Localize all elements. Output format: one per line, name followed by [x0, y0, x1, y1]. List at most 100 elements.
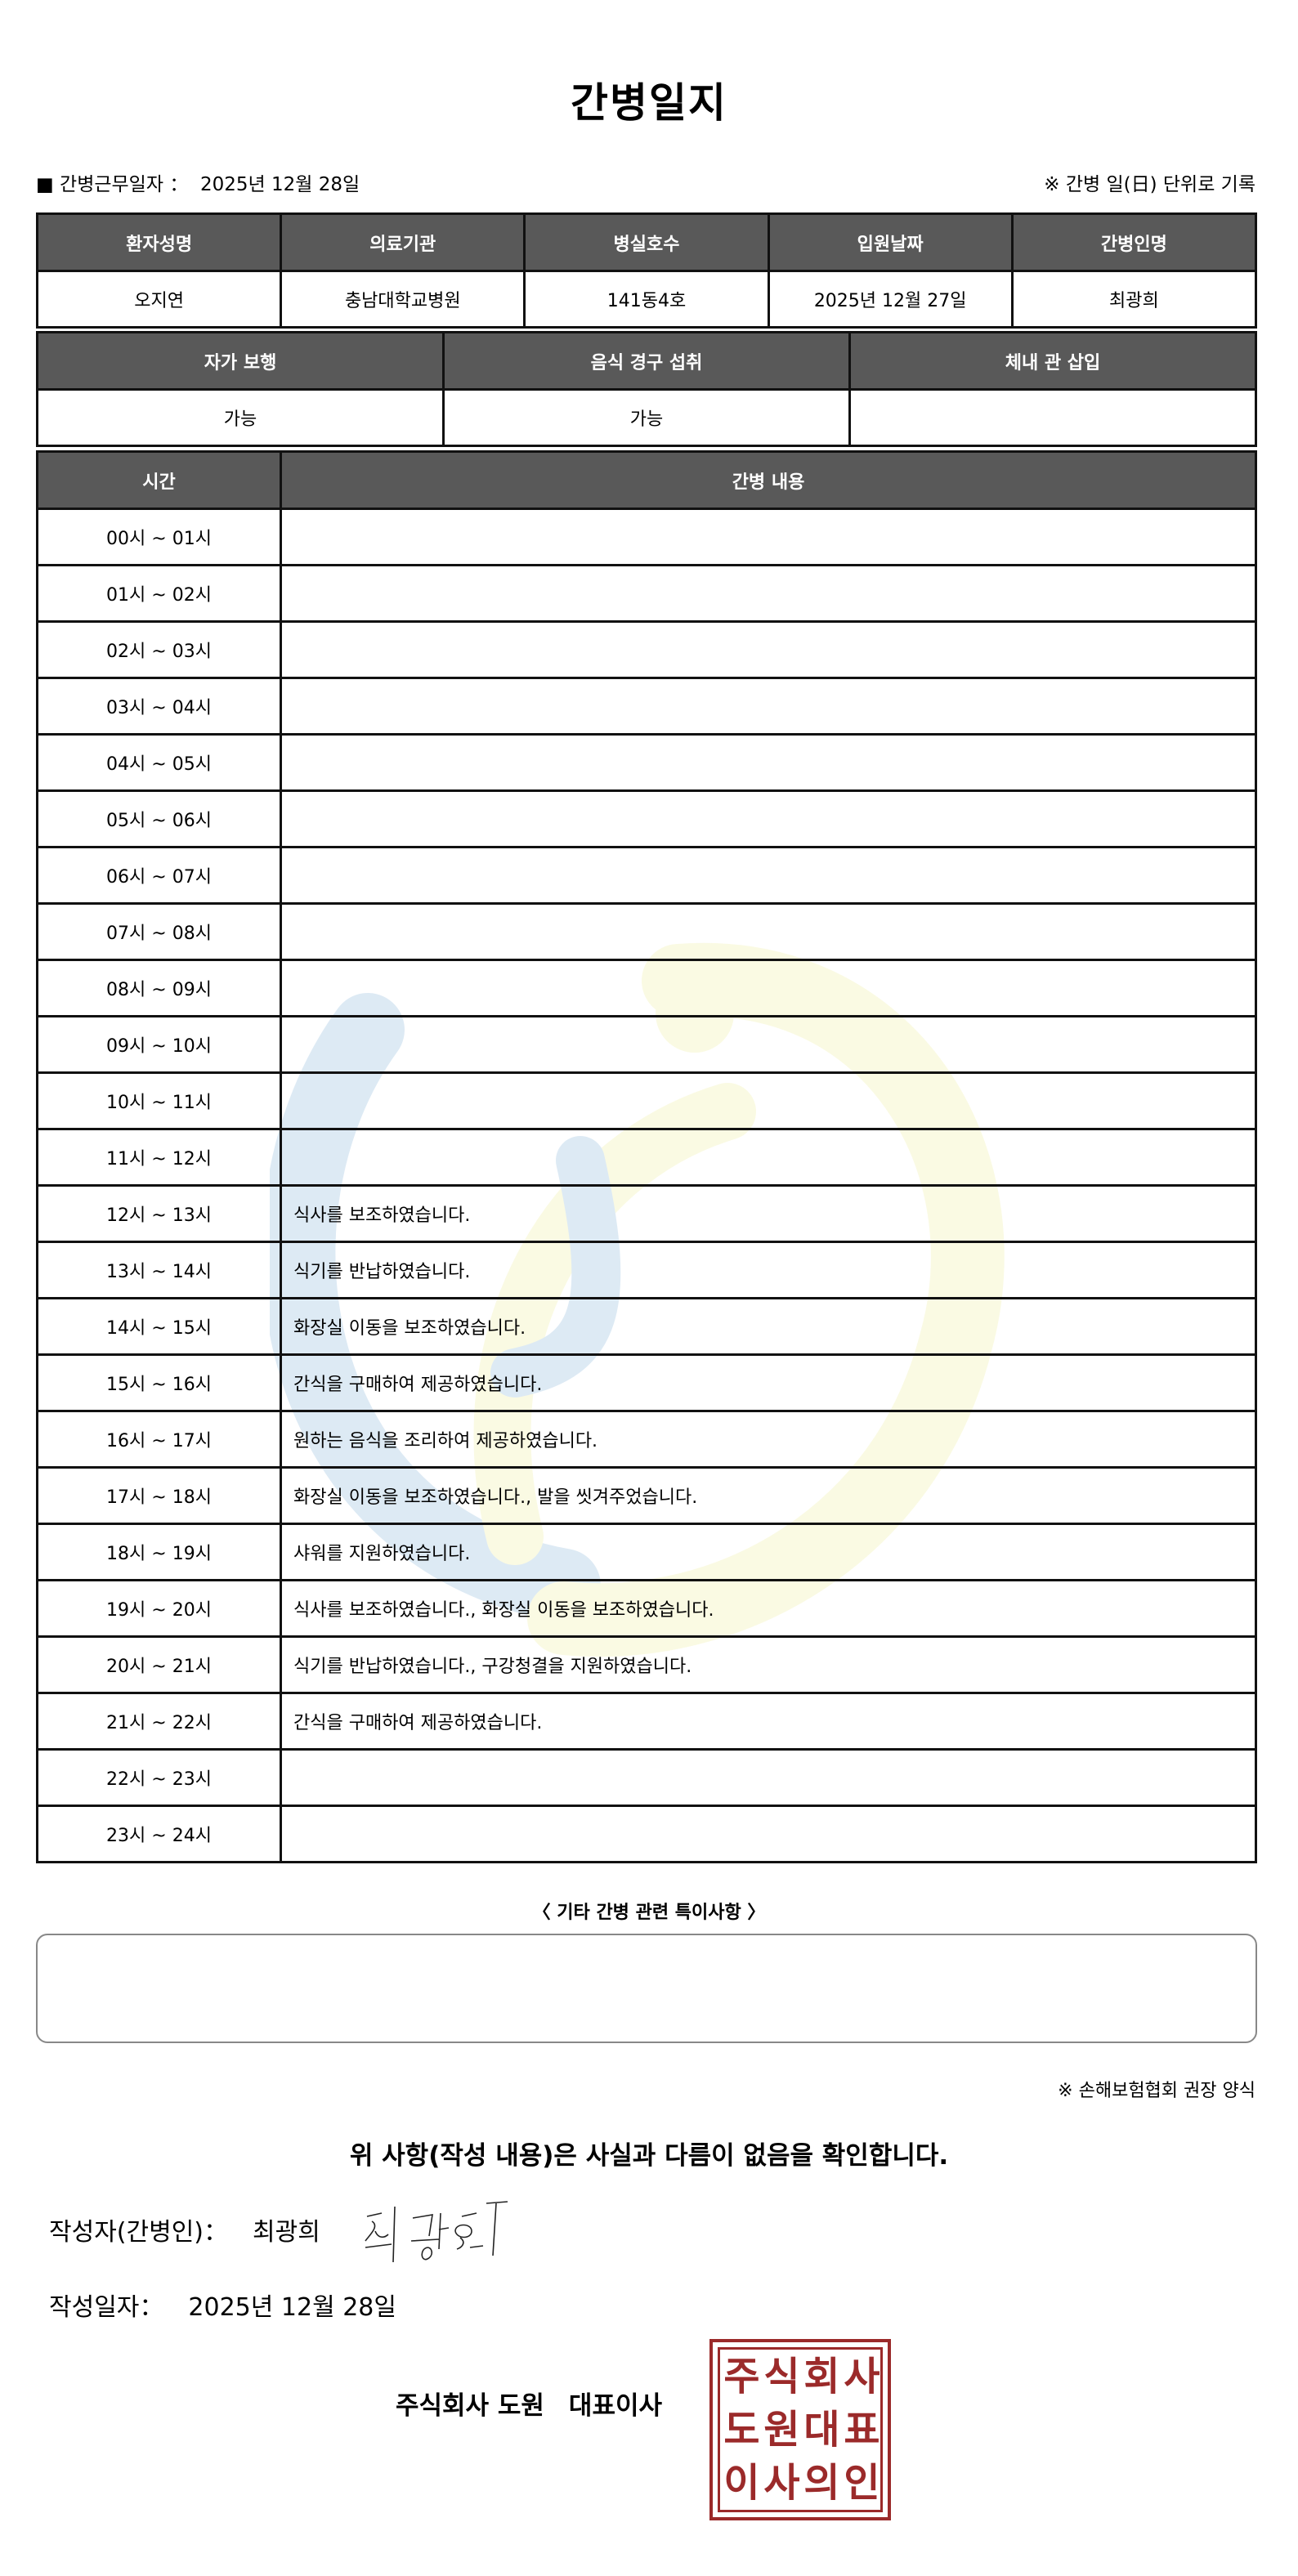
table-row: 06시 ~ 07시	[36, 846, 1257, 905]
table-row: 16시 ~ 17시 원하는 음식을 조리하여 제공하였습니다.	[36, 1410, 1257, 1469]
writer-label: 작성자(간병인)：	[49, 2218, 229, 2247]
content-cell: 화장실 이동을 보조하였습니다.	[280, 1297, 1257, 1356]
association-note: ※ 손해보험협회 권장 양식	[1058, 2081, 1255, 2101]
table-row: 10시 ~ 11시	[36, 1071, 1257, 1130]
notes-box	[36, 1934, 1257, 2043]
seal-character: 사	[844, 2353, 880, 2399]
header-admission-date: 입원날짜	[767, 212, 1014, 272]
written-date-line: 작성일자： 2025년 12월 28일	[49, 2287, 396, 2323]
content-cell: 샤워를 지원하였습니다.	[280, 1523, 1257, 1581]
content-cell	[280, 902, 1257, 961]
time-cell: 12시 ~ 13시	[36, 1184, 282, 1243]
table-row: 12시 ~ 13시 식사를 보조하였습니다.	[36, 1184, 1257, 1243]
table-row: 02시 ~ 03시	[36, 620, 1257, 679]
time-cell: 17시 ~ 18시	[36, 1466, 282, 1525]
content-cell: 원하는 음식을 조리하여 제공하였습니다.	[280, 1410, 1257, 1469]
table-row: 15시 ~ 16시 간식을 구매하여 제공하였습니다.	[36, 1353, 1257, 1412]
handwritten-signature	[365, 2201, 508, 2263]
header-time: 시간	[36, 450, 282, 510]
content-cell	[280, 789, 1257, 848]
time-cell: 22시 ~ 23시	[36, 1748, 282, 1807]
table-row: 21시 ~ 22시 간식을 구매하여 제공하였습니다.	[36, 1692, 1257, 1751]
table-row: 14시 ~ 15시 화장실 이동을 보조하였습니다.	[36, 1297, 1257, 1356]
written-date-label: 작성일자：	[49, 2293, 164, 2322]
table-row: 13시 ~ 14시 식기를 반납하였습니다.	[36, 1241, 1257, 1299]
notes-title: 〈 기타 간병 관련 특이사항 〉	[532, 1903, 766, 1923]
work-date-value: 2025년 12월 28일	[199, 174, 360, 195]
content-cell	[280, 846, 1257, 905]
time-cell: 23시 ~ 24시	[36, 1805, 282, 1863]
header-room: 병실호수	[523, 212, 770, 272]
time-cell: 16시 ~ 17시	[36, 1410, 282, 1469]
header-patient-name: 환자성명	[35, 212, 283, 272]
content-cell	[280, 959, 1257, 1017]
work-date-line: ■ 간병근무일자 ： 2025년 12월 28일	[36, 168, 360, 196]
time-cell: 02시 ~ 03시	[36, 620, 282, 679]
time-cell: 15시 ~ 16시	[36, 1353, 282, 1412]
seal-character: 원	[763, 2406, 799, 2453]
table-row: 17시 ~ 18시 화장실 이동을 보조하였습니다., 발을 씻겨주었습니다.	[36, 1466, 1257, 1525]
patient-status-table: 자가 보행 음식 경구 섭취 체내 관 삽입 가능 가능	[36, 331, 1257, 447]
content-cell: 식사를 보조하였습니다., 화장실 이동을 보조하였습니다.	[280, 1579, 1257, 1638]
content-cell: 식기를 반납하였습니다.	[280, 1241, 1257, 1299]
work-date-label: ■ 간병근무일자 ：	[36, 174, 189, 195]
table-row: 08시 ~ 09시	[36, 959, 1257, 1017]
time-cell: 10시 ~ 11시	[36, 1071, 282, 1130]
oral-intake-value: 가능	[442, 388, 851, 447]
content-cell: 간식을 구매하여 제공하였습니다.	[280, 1692, 1257, 1751]
time-cell: 06시 ~ 07시	[36, 846, 282, 905]
unit-note: ※ 간병 일(日) 단위로 기록	[1044, 174, 1255, 195]
time-cell: 07시 ~ 08시	[36, 902, 282, 961]
time-cell: 13시 ~ 14시	[36, 1241, 282, 1299]
time-cell: 04시 ~ 05시	[36, 733, 282, 792]
page-title: 간병일지	[571, 79, 727, 127]
walking-value: 가능	[36, 388, 445, 447]
table-row: 09시 ~ 10시	[36, 1015, 1257, 1074]
content-cell: 간식을 구매하여 제공하였습니다.	[280, 1353, 1257, 1412]
content-cell	[280, 677, 1257, 736]
seal-character: 의	[803, 2460, 839, 2507]
table-row: 07시 ~ 08시	[36, 902, 1257, 961]
table-row: 22시 ~ 23시	[36, 1748, 1257, 1807]
content-cell: 화장실 이동을 보조하였습니다., 발을 씻겨주었습니다.	[280, 1466, 1257, 1525]
confirmation-statement: 위 사항(작성 내용)은 사실과 다름이 없음을 확인합니다.	[349, 2141, 949, 2171]
seal-character: 이	[723, 2460, 759, 2507]
header-walking: 자가 보행	[36, 331, 445, 391]
content-cell	[280, 1748, 1257, 1807]
table-row: 11시 ~ 12시	[36, 1128, 1257, 1187]
header-content: 간병 내용	[280, 450, 1257, 510]
writer-line: 작성자(간병인)： 최광희	[49, 2212, 320, 2247]
seal-character: 인	[844, 2460, 880, 2507]
company-title: 대표이사	[568, 2391, 663, 2421]
seal-character: 사	[763, 2460, 799, 2507]
table-row: 19시 ~ 20시 식사를 보조하였습니다., 화장실 이동을 보조하였습니다.	[36, 1579, 1257, 1638]
written-date-value: 2025년 12월 28일	[188, 2293, 396, 2322]
content-cell	[280, 564, 1257, 623]
table-row: 01시 ~ 02시	[36, 564, 1257, 623]
seal-character: 도	[723, 2406, 759, 2453]
content-cell	[280, 1805, 1257, 1863]
seal-character: 식	[763, 2353, 799, 2399]
table-row: 18시 ~ 19시 샤워를 지원하였습니다.	[36, 1523, 1257, 1581]
content-cell	[280, 1015, 1257, 1074]
writer-name: 최광희	[253, 2218, 320, 2247]
hospital: 충남대학교병원	[280, 270, 526, 329]
time-cell: 08시 ~ 09시	[36, 959, 282, 1017]
table-row: 03시 ~ 04시	[36, 677, 1257, 736]
header-tube: 체내 관 삽입	[848, 331, 1257, 391]
content-cell	[280, 733, 1257, 792]
seal-character: 주	[723, 2353, 759, 2399]
header-hospital: 의료기관	[280, 212, 526, 272]
time-cell: 20시 ~ 21시	[36, 1635, 282, 1694]
company-line: 주식회사 도원 대표이사	[396, 2385, 662, 2422]
time-cell: 11시 ~ 12시	[36, 1128, 282, 1187]
content-cell	[280, 1071, 1257, 1130]
time-cell: 14시 ~ 15시	[36, 1297, 282, 1356]
table-row: 23시 ~ 24시	[36, 1805, 1257, 1863]
admission-date: 2025년 12월 27일	[767, 270, 1014, 329]
time-cell: 21시 ~ 22시	[36, 1692, 282, 1751]
patient-info-table: 환자성명 의료기관 병실호수 입원날짜 간병인명 오지연 충남대학교병원 141…	[35, 212, 1258, 329]
time-cell: 19시 ~ 20시	[36, 1579, 282, 1638]
time-cell: 18시 ~ 19시	[36, 1523, 282, 1581]
